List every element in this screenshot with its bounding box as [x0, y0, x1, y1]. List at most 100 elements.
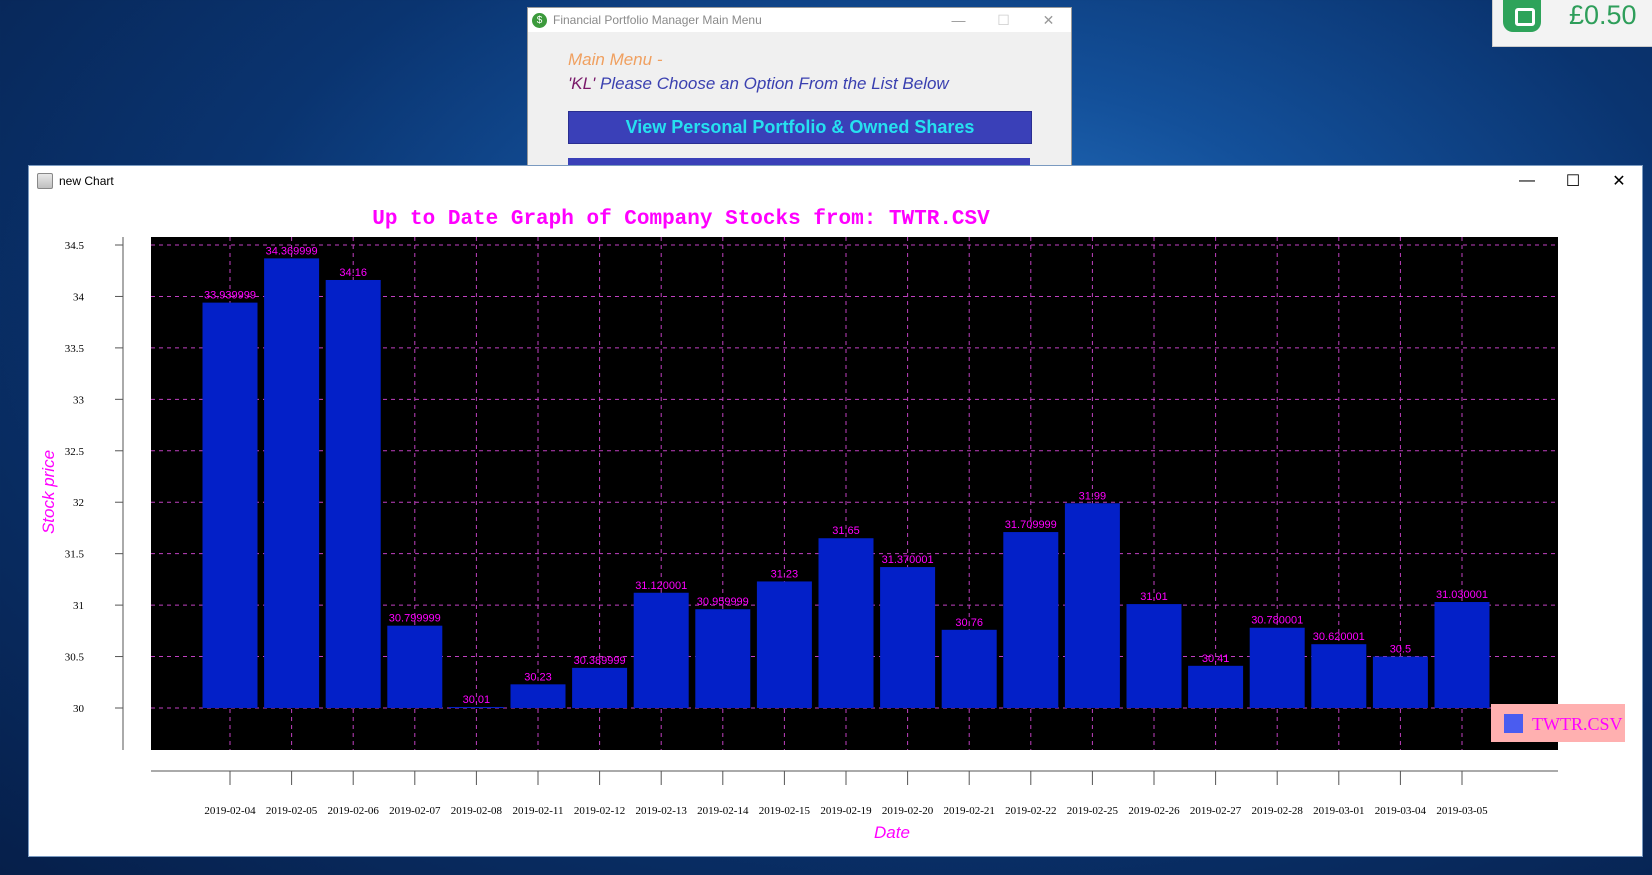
x-tick-label: 2019-02-21	[944, 805, 995, 817]
bar-value-label: 30.23	[524, 671, 552, 683]
main-menu-title: Financial Portfolio Manager Main Menu	[553, 13, 762, 27]
y-tick-label: 32	[73, 497, 84, 509]
java-app-icon	[37, 173, 53, 189]
main-menu-heading: Main Menu -	[568, 50, 663, 69]
balance-value: £0.50	[1569, 0, 1637, 30]
chart-title: Up to Date Graph of Company Stocks from:…	[372, 208, 990, 231]
chart-window-title: new Chart	[59, 174, 114, 188]
y-tick-label: 31.5	[65, 549, 85, 561]
x-tick-label: 2019-02-08	[451, 805, 503, 817]
legend: TWTR.CSV	[1491, 704, 1625, 742]
bar	[1188, 665, 1244, 708]
bar	[1372, 656, 1428, 708]
x-tick-label: 2019-02-28	[1252, 805, 1304, 817]
view-portfolio-button[interactable]: View Personal Portfolio & Owned Shares	[568, 111, 1032, 144]
bar-value-label: 30.01	[463, 694, 491, 706]
bar	[448, 706, 504, 708]
x-tick-label: 2019-02-04	[204, 805, 256, 817]
x-tick-label: 2019-02-19	[820, 805, 872, 817]
bar	[1126, 604, 1182, 708]
minimize-icon[interactable]: —	[1519, 172, 1535, 189]
x-axis: 2019-02-04 2019-02-05 2019-02-06 2019-02-07…	[151, 770, 1558, 817]
x-tick-label: 2019-02-15	[759, 805, 811, 817]
close-icon[interactable]: ✕	[1042, 11, 1055, 28]
x-tick-label: 2019-02-11	[513, 805, 564, 817]
bar	[1249, 627, 1305, 708]
bar-value-label: 34.16	[339, 267, 367, 279]
x-tick-label: 2019-03-05	[1436, 805, 1488, 817]
legend-label: TWTR.CSV	[1532, 714, 1623, 734]
y-tick-label: 33.5	[65, 343, 85, 355]
y-tick-label: 30	[73, 703, 85, 715]
main-menu-titlebar[interactable]: $ Financial Portfolio Manager Main Menu …	[528, 8, 1071, 32]
maximize-icon[interactable]: ☐	[1565, 173, 1581, 190]
x-tick-label: 2019-02-12	[574, 805, 625, 817]
x-tick-label: 2019-03-04	[1375, 805, 1427, 817]
bar-value-label: 31.709999	[1005, 519, 1057, 531]
bar	[572, 667, 628, 708]
bar-value-label: 30.620001	[1313, 631, 1365, 643]
x-tick-label: 2019-02-27	[1190, 805, 1242, 817]
bar-value-label: 31.23	[771, 568, 799, 580]
x-tick-label: 2019-02-20	[882, 805, 934, 817]
bar-value-label: 33.939999	[204, 290, 256, 302]
y-tick-label: 34	[73, 291, 85, 303]
bar	[387, 625, 443, 708]
x-tick-label: 2019-02-06	[328, 805, 380, 817]
bar	[325, 279, 381, 708]
bar-value-label: 30.41	[1202, 653, 1230, 665]
y-tick-label: 32.5	[65, 446, 85, 458]
bar	[1434, 602, 1490, 708]
bar-value-label: 31.01	[1140, 591, 1168, 603]
bar	[633, 592, 689, 708]
y-tick-label: 34.5	[65, 240, 85, 252]
chart-titlebar[interactable]: new Chart — ☐ ✕	[29, 166, 1642, 196]
bar-value-label: 30.76	[955, 617, 983, 629]
y-tick-label: 33	[73, 394, 85, 406]
x-tick-label: 2019-02-26	[1128, 805, 1180, 817]
chart-window[interactable]: new Chart — ☐ ✕ Up to Date Graph of Comp…	[28, 165, 1643, 857]
x-tick-label: 2019-03-01	[1313, 805, 1364, 817]
x-tick-label: 2019-02-05	[266, 805, 318, 817]
bar-chart: Up to Date Graph of Company Stocks from:…	[39, 208, 1625, 842]
bar	[264, 258, 320, 708]
balance-widget[interactable]: £0.50	[1492, 0, 1652, 47]
bar-value-label: 30.5	[1390, 644, 1411, 656]
x-axis-label: Date	[874, 823, 910, 842]
menu-option-button[interactable]	[568, 158, 1030, 166]
dollar-app-icon: $	[532, 12, 547, 28]
bar	[1003, 532, 1059, 708]
x-tick-label: 2019-02-07	[389, 805, 441, 817]
close-icon[interactable]: ✕	[1612, 173, 1626, 190]
maximize-icon[interactable]: ☐	[997, 11, 1010, 28]
minimize-icon[interactable]: —	[951, 12, 966, 28]
prompt-text: Please Choose an Option From the List Be…	[595, 74, 949, 93]
bar-value-label: 31.120001	[635, 580, 687, 592]
bar-value-label: 30.959999	[697, 596, 749, 608]
x-tick-label: 2019-02-14	[697, 805, 749, 817]
legend-swatch	[1504, 714, 1523, 733]
bar	[510, 684, 566, 708]
bar	[695, 609, 751, 708]
bar-value-label: 30.780001	[1251, 615, 1303, 627]
main-menu-window[interactable]: $ Financial Portfolio Manager Main Menu …	[527, 7, 1072, 167]
bar-value-label: 31.030001	[1436, 589, 1488, 601]
bar-value-label: 31.65	[832, 525, 860, 537]
x-tick-label: 2019-02-22	[1005, 805, 1056, 817]
y-tick-label: 31	[73, 600, 84, 612]
y-axis-label: Stock price	[39, 450, 58, 534]
bar	[202, 302, 258, 708]
bar	[756, 581, 812, 708]
bar	[880, 567, 936, 708]
y-axis: 30 30.5 31 31.5 32 32.5 33 33.5 34 34.5	[65, 237, 124, 750]
bars-group: 33.939999 34.369999 34.16 30.799999 30.01 30.…	[202, 245, 1490, 708]
bar-value-label: 31.370001	[882, 554, 934, 566]
bar-value-label: 31.99	[1079, 490, 1107, 502]
bar-value-label: 30.389999	[574, 655, 626, 667]
x-tick-label: 2019-02-13	[636, 805, 688, 817]
user-initials: 'KL'	[568, 74, 596, 93]
y-tick-label: 30.5	[65, 652, 85, 664]
bar-value-label: 30.799999	[389, 613, 441, 625]
bar	[1064, 503, 1120, 708]
main-menu-prompt: 'KL' Please Choose an Option From the Li…	[568, 74, 949, 94]
